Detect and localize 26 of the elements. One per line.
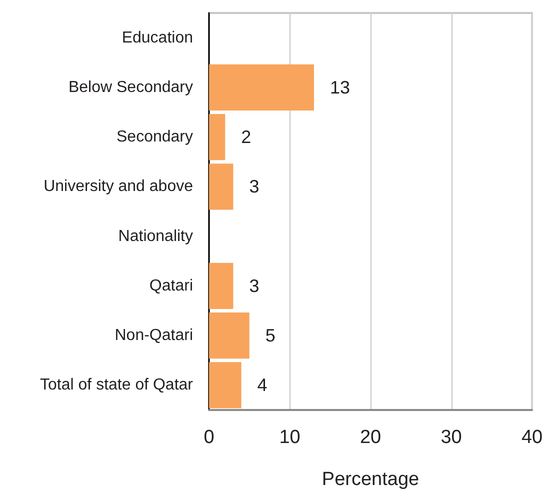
- x-tick-label: 0: [204, 427, 214, 448]
- data-label: 3: [249, 176, 260, 197]
- data-label: 2: [241, 127, 252, 148]
- x-tick-label: 20: [360, 427, 382, 448]
- data-label: 4: [257, 375, 268, 396]
- bar: [209, 164, 234, 210]
- data-label: 13: [330, 77, 350, 98]
- y-tick-label: Education: [122, 29, 193, 46]
- bar: [209, 64, 314, 111]
- x-axis-title: Percentage: [322, 469, 420, 490]
- y-tick-label: Total of state of Qatar: [40, 376, 194, 394]
- x-tick-label: 10: [279, 427, 300, 448]
- bar: [209, 312, 250, 359]
- bar: [209, 362, 242, 408]
- y-tick-label: Below Secondary: [68, 78, 193, 96]
- bar: [209, 114, 226, 160]
- x-tick-label: 40: [521, 427, 543, 448]
- data-label: 3: [249, 276, 260, 296]
- y-tick-label: Non-Qatari: [114, 327, 193, 344]
- bar: [209, 262, 234, 310]
- y-tick-label: Nationality: [118, 228, 193, 245]
- y-tick-label: Qatari: [149, 277, 193, 294]
- x-tick-label: 30: [440, 427, 462, 448]
- y-tick-label: University and above: [44, 178, 194, 196]
- y-tick-label: Secondary: [116, 128, 193, 146]
- data-label: 5: [265, 326, 276, 346]
